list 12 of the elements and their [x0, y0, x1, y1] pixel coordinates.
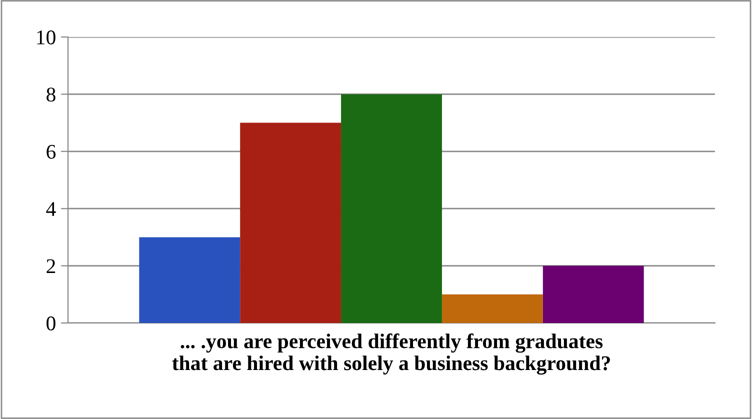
y-tick-label: 2 [46, 259, 56, 274]
y-tick-label: 6 [46, 144, 56, 159]
bar [442, 294, 543, 323]
bar [139, 237, 240, 323]
y-tick-label: 4 [46, 202, 56, 216]
y-tick-label: 0 [46, 316, 56, 330]
bar [240, 122, 342, 323]
bar [341, 94, 442, 323]
y-tick-label: 10 [37, 30, 56, 44]
y-tick-label: 8 [46, 88, 56, 102]
bar [542, 266, 644, 323]
x-axis-title: ... .you are perceived differently from graduates that are hired with solely a business background? [172, 333, 610, 375]
